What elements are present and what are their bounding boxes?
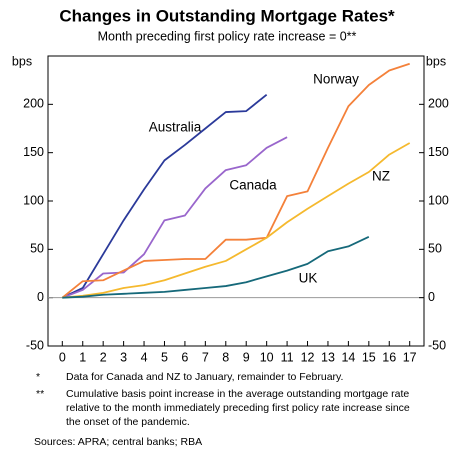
series-line [62, 235, 370, 299]
x-tick-label: 16 [382, 350, 396, 364]
x-tick-label: 1 [79, 350, 86, 364]
series-line [62, 142, 411, 299]
footnote: ** Cumulative basis point increase in the… [36, 387, 416, 429]
x-tick-label: 11 [281, 350, 294, 364]
y-tick-label: 200 [23, 97, 44, 111]
y-tick-label: 50 [30, 242, 44, 256]
x-tick-label: 13 [321, 350, 335, 364]
y2-axis-label: bps [426, 54, 446, 68]
footnotes: * Data for Canada and NZ to January, rema… [34, 370, 416, 449]
x-tick-label: 0 [59, 350, 66, 364]
x-tick-label: 7 [202, 350, 209, 364]
y2-tick-label: 0 [428, 290, 435, 304]
x-tick-label: 17 [403, 350, 417, 364]
y2-tick-label: -50 [428, 338, 446, 352]
y2-tick-label: 50 [428, 242, 442, 256]
footnote-text: Cumulative basis point increase in the a… [66, 388, 410, 428]
x-tick-label: 3 [120, 350, 127, 364]
footnote-mark: ** [36, 388, 45, 400]
y-tick-label: -50 [26, 338, 44, 352]
x-tick-label: 2 [100, 350, 107, 364]
chart: Changes in Outstanding Mortgage Rates* M… [12, 6, 449, 364]
y2-tick-label: 150 [428, 145, 449, 159]
series-label: Norway [313, 72, 359, 87]
x-tick-label: 14 [341, 350, 355, 364]
x-tick-label: 5 [161, 350, 168, 364]
chart-title: Changes in Outstanding Mortgage Rates* [59, 6, 395, 25]
series-label: NZ [372, 169, 390, 184]
y-tick-label: 0 [37, 290, 44, 304]
x-tick-label: 9 [243, 350, 250, 364]
x-tick-label: 12 [301, 350, 315, 364]
x-tick-label: 6 [181, 350, 188, 364]
footnote-text: Data for Canada and NZ to January, remai… [66, 371, 344, 383]
series-label: UK [299, 271, 318, 286]
x-tick-label: 15 [362, 350, 376, 364]
series-line [61, 62, 410, 299]
footnote: * Data for Canada and NZ to January, rema… [36, 370, 416, 384]
x-tick-label: 10 [260, 350, 274, 364]
y-axis-label: bps [12, 54, 32, 68]
series-line [61, 93, 268, 299]
plot-frame [47, 55, 425, 347]
series-line [61, 136, 288, 299]
y2-tick-label: 100 [428, 193, 449, 207]
series-label: Canada [229, 178, 277, 193]
y-tick-label: 150 [23, 145, 44, 159]
y-tick-label: 100 [23, 193, 44, 207]
footnote-mark: * [36, 371, 41, 383]
series-label: Australia [149, 120, 202, 135]
x-tick-label: 4 [141, 350, 148, 364]
source: Sources: APRA; central banks; RBA [34, 436, 203, 448]
chart-subtitle: Month preceding first policy rate increa… [98, 29, 357, 43]
y2-tick-label: 200 [428, 97, 449, 111]
x-tick-label: 8 [222, 350, 229, 364]
